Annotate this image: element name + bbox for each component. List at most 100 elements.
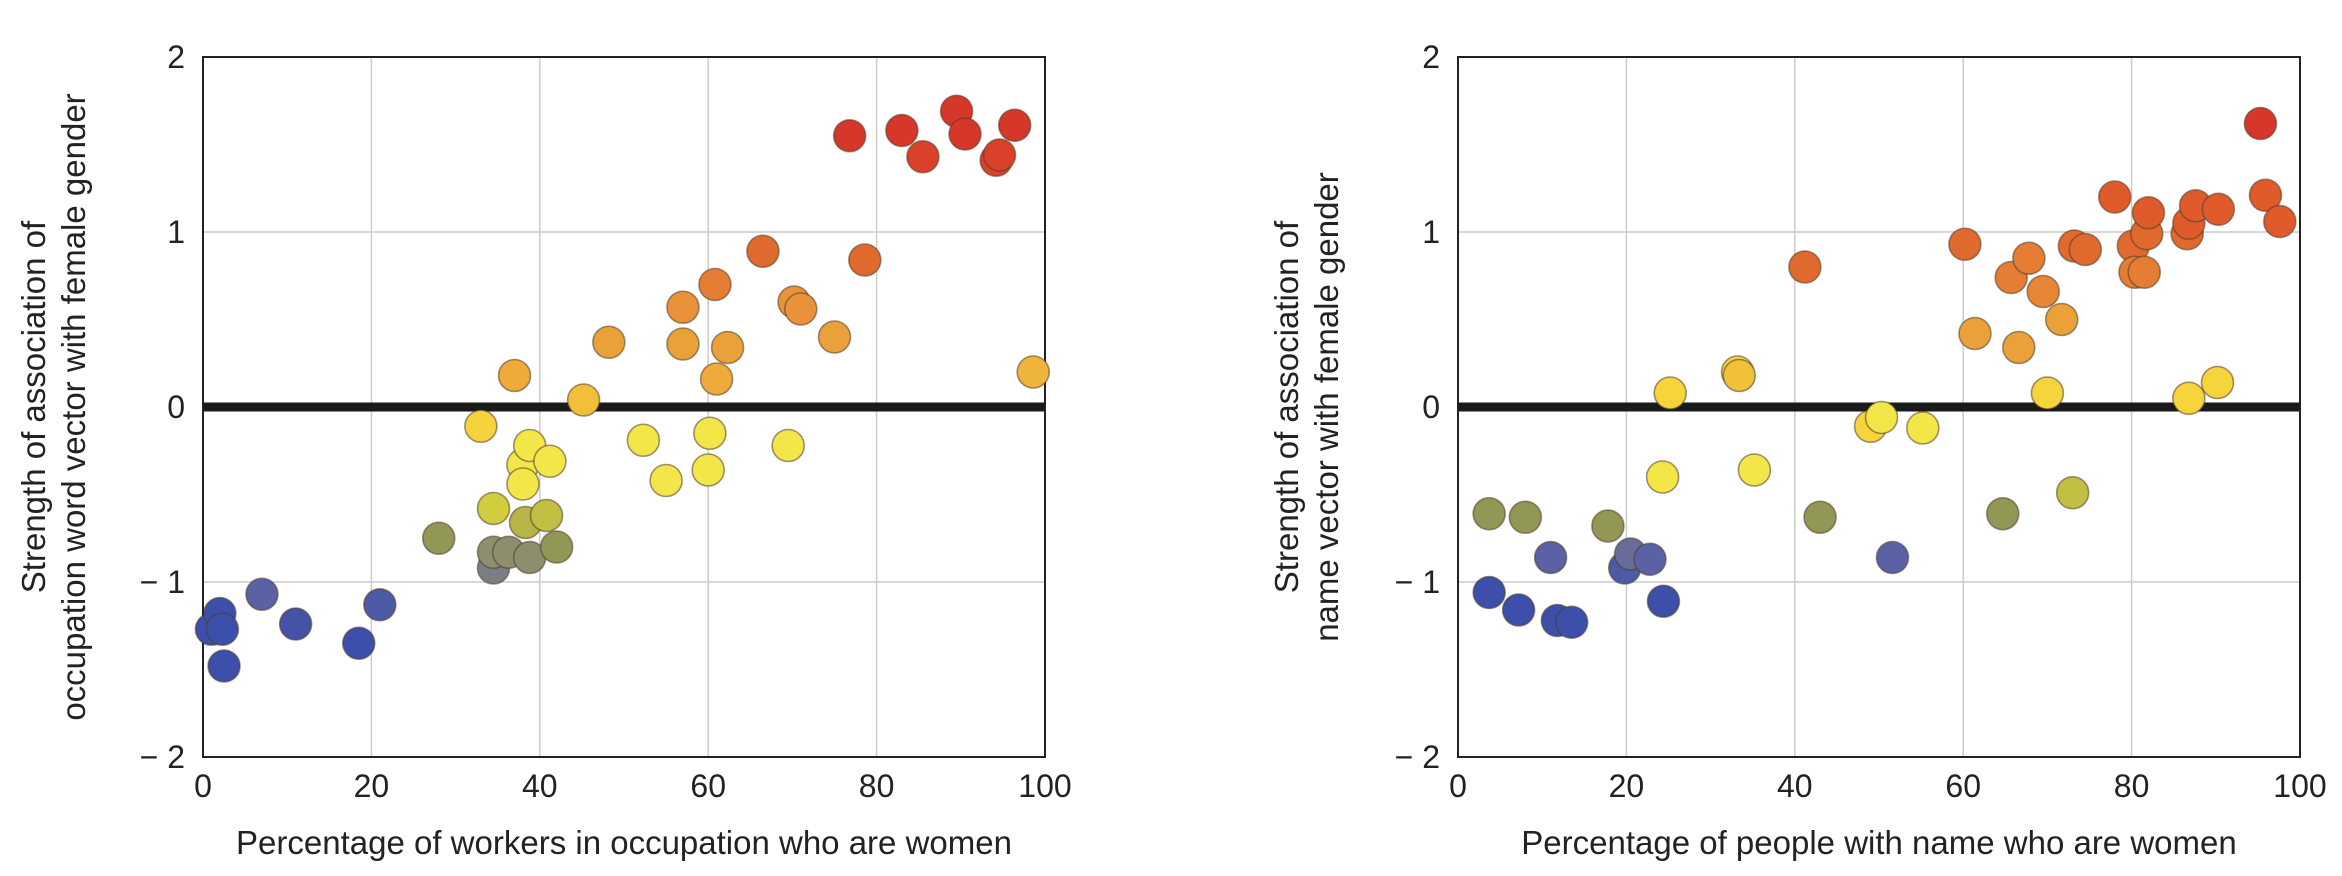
data-point (691, 453, 726, 487)
data-point (341, 626, 376, 661)
data-point (2172, 381, 2206, 416)
data-point (476, 491, 511, 526)
data-point (363, 587, 397, 622)
y-tick-label: − 2 (1395, 739, 1440, 775)
data-point (539, 530, 574, 564)
x-tick-label: 80 (859, 768, 895, 804)
data-point (497, 358, 532, 393)
data-point (205, 612, 240, 647)
data-point (906, 139, 940, 174)
data-point (997, 108, 1032, 143)
plot-frame (202, 56, 1046, 758)
data-point (832, 118, 867, 153)
plot-frame (1457, 56, 2301, 758)
data-point (2030, 376, 2065, 410)
y-tick-label: − 2 (140, 739, 185, 775)
data-point (207, 649, 241, 683)
data-point (1905, 411, 1940, 445)
data-point (746, 234, 780, 269)
data-point (464, 409, 498, 444)
data-point (533, 444, 567, 479)
data-point (1591, 509, 1625, 543)
data-point (784, 292, 818, 326)
data-point (982, 138, 1017, 172)
data-point (1533, 540, 1568, 575)
data-point (848, 243, 882, 277)
data-point (2127, 255, 2162, 290)
data-point (1554, 605, 1589, 640)
data-point (1016, 355, 1051, 389)
data-point (566, 383, 601, 417)
data-point (710, 330, 745, 365)
data-point (699, 362, 734, 396)
data-point (1646, 584, 1681, 619)
data-point (2001, 330, 2036, 365)
data-point (1803, 500, 1837, 535)
data-point (1788, 250, 1822, 284)
data-point (2248, 178, 2283, 213)
x-tick-label: 100 (2273, 768, 2326, 804)
x-axis-label: Percentage of workers in occupation who … (236, 824, 1012, 861)
x-tick-label: 80 (2114, 768, 2150, 804)
data-point (817, 320, 852, 354)
y-tick-label: 0 (1422, 389, 1440, 425)
data-point (2097, 180, 2132, 214)
data-point (771, 428, 805, 463)
x-tick-label: 20 (354, 768, 390, 804)
x-tick-label: 40 (522, 768, 558, 804)
x-axis-label: Percentage of people with name who are w… (1521, 824, 2236, 861)
y-tick-label: 1 (1422, 214, 1440, 250)
y-tick-label: − 1 (1395, 564, 1440, 600)
chart-left: 0 20 40 60 80 100 − 2 − 1 0 1 2 Percentage of worke… (15, 39, 1072, 861)
data-point (1875, 540, 1910, 575)
data-point (592, 325, 626, 360)
data-point (2026, 274, 2060, 309)
data-point (1633, 542, 1667, 577)
x-tick-label: 60 (690, 768, 726, 804)
data-point (948, 117, 982, 151)
data-point (2201, 192, 2236, 227)
x-tick-label: 60 (1945, 768, 1981, 804)
data-point (649, 463, 683, 498)
y-axis-label-line: Strength of association of (1268, 220, 1305, 593)
chart-right: 0 20 40 60 80 100 − 2 − 1 0 1 2 Percentage of peopl… (1268, 39, 2327, 861)
data-point (506, 467, 540, 501)
x-tick-label: 0 (1449, 768, 1467, 804)
data-point (278, 607, 313, 641)
y-axis-label-line: Strength of association of (15, 220, 52, 593)
data-point (421, 521, 456, 556)
data-point (1864, 400, 1899, 435)
data-point (666, 290, 700, 325)
data-point (1948, 227, 1982, 262)
data-point (1501, 593, 1536, 627)
data-point (1472, 575, 1506, 610)
data-point (1472, 496, 1506, 531)
y-tick-label: 0 (167, 389, 185, 425)
data-point (1737, 453, 1772, 487)
data-point (2131, 195, 2166, 230)
data-point (1958, 316, 1992, 351)
x-tick-label: 100 (1018, 768, 1071, 804)
data-point (1508, 500, 1543, 535)
y-tick-label: 1 (167, 214, 185, 250)
data-point (666, 327, 700, 361)
data-point (1645, 460, 1680, 494)
y-axis-label-line: name vector with female gender (1308, 172, 1345, 642)
y-tick-label: 2 (167, 39, 185, 75)
y-tick-label: 2 (1422, 39, 1440, 75)
x-tick-label: 40 (1777, 768, 1813, 804)
data-point (2055, 475, 2090, 510)
data-point (2068, 232, 2103, 267)
data-point (2044, 302, 2079, 337)
data-point (2243, 106, 2278, 141)
y-axis-label-line: occupation word vector with female gende… (55, 93, 92, 720)
data-point (2012, 241, 2046, 276)
data-point (2262, 204, 2297, 239)
data-point (1722, 358, 1757, 393)
data-point (698, 267, 732, 302)
x-tick-label: 0 (194, 768, 212, 804)
data-point (626, 423, 661, 458)
data-point (1653, 376, 1687, 410)
y-tick-label: − 1 (140, 564, 185, 600)
